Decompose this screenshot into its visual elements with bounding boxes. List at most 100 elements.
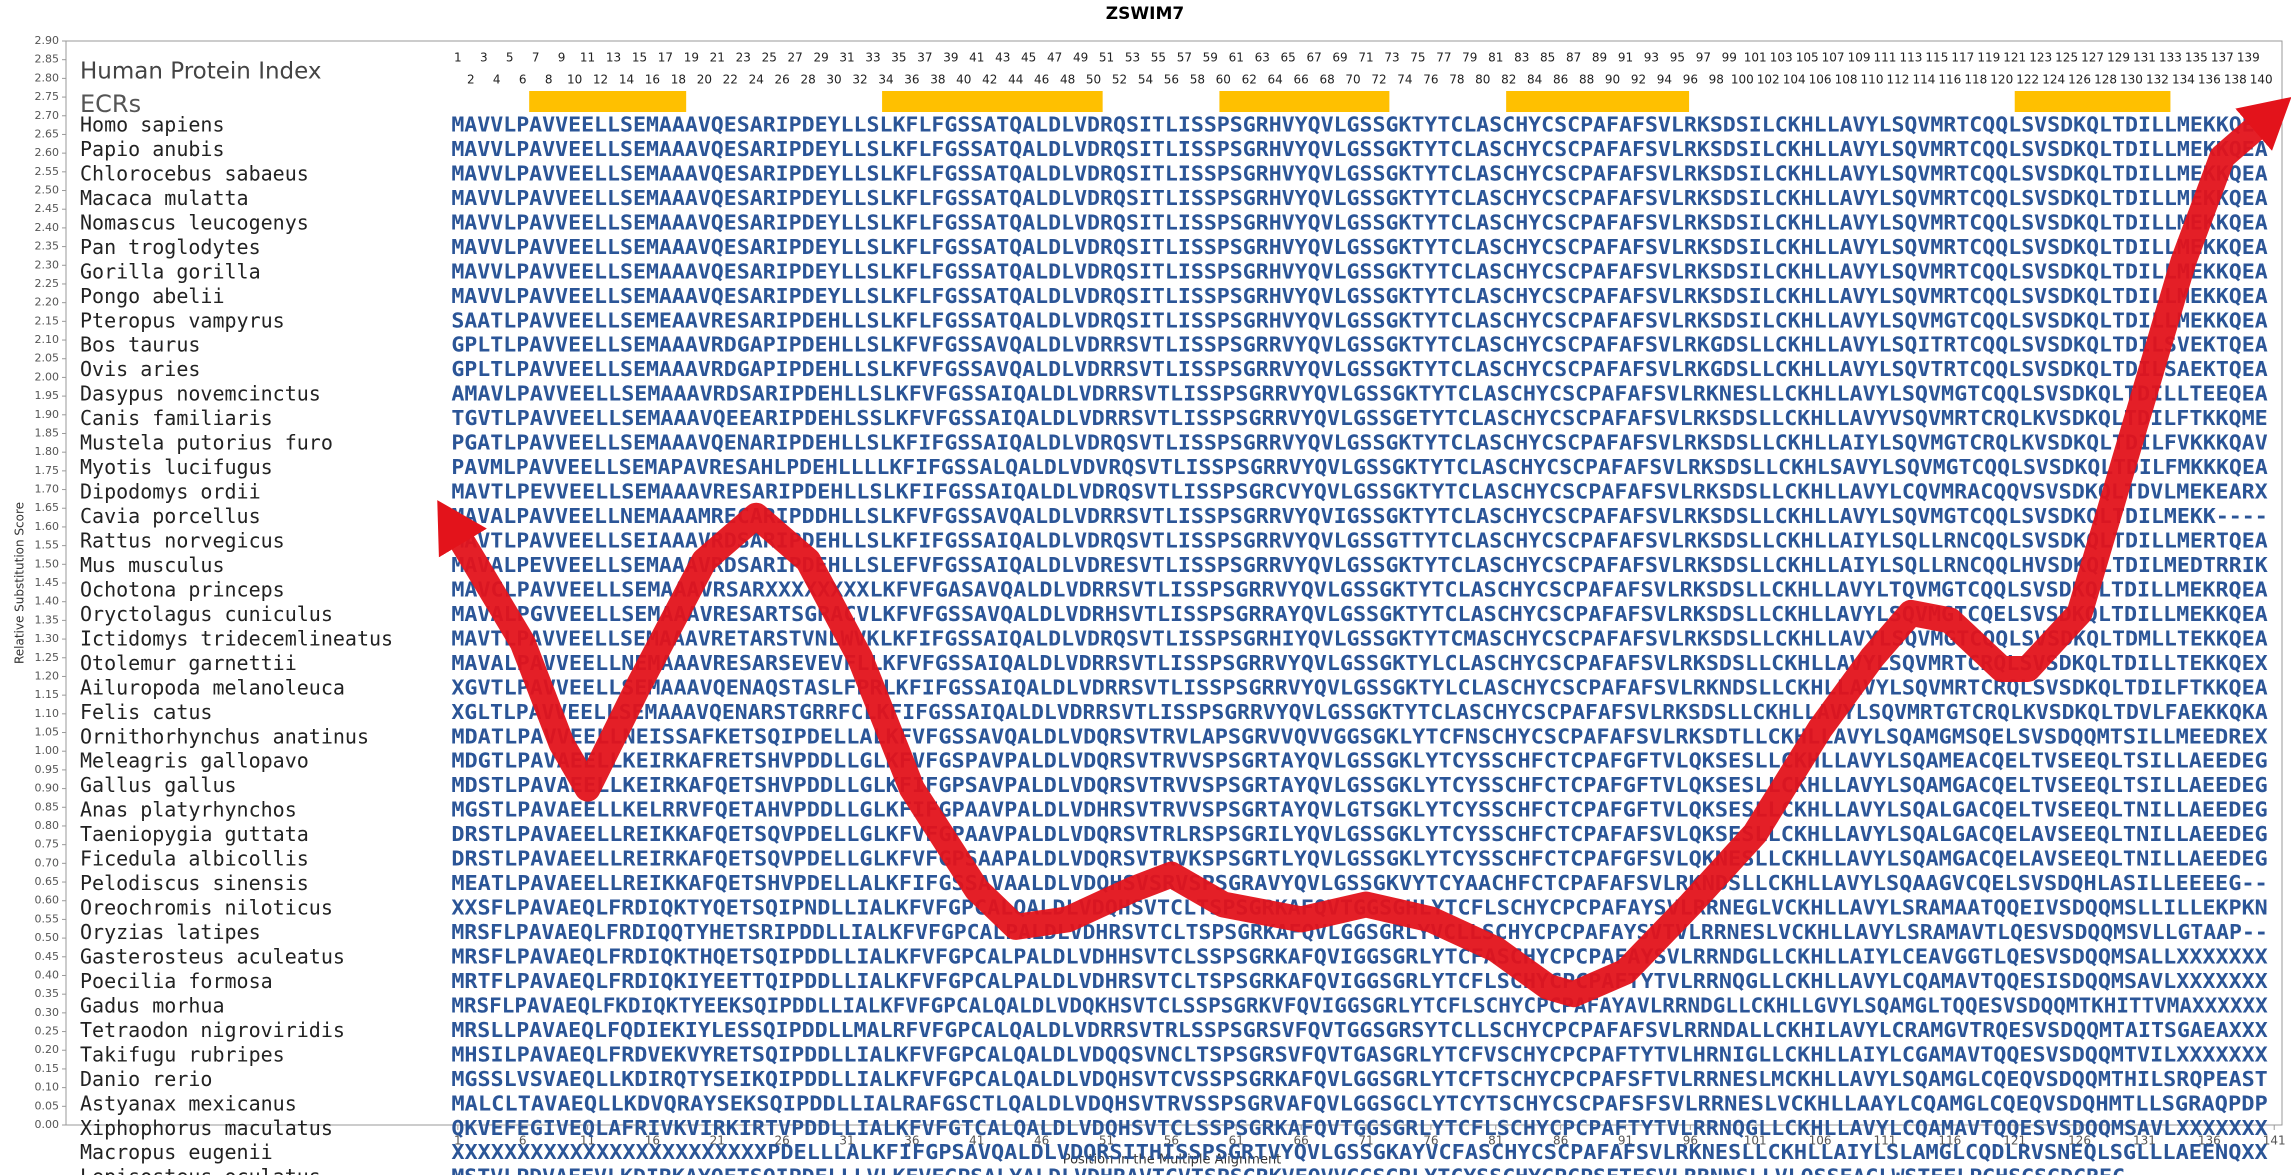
column-index: 91 xyxy=(1618,51,1633,65)
y-tick-label: 2.55 xyxy=(35,165,60,178)
ecr-bar xyxy=(1219,91,1390,112)
x-tick-label: 11 xyxy=(580,1134,595,1148)
y-tick-label: 1.95 xyxy=(35,389,60,402)
sequence: XXXXXXXXXXXXXXXXXXXXXXXXPDELLLALKFIFGPSA… xyxy=(451,1140,2267,1164)
sequence: MRSFLPAVAEQLFRDIQQTYHETSRIPDDLLIALKFVFGP… xyxy=(451,920,2267,944)
column-index: 86 xyxy=(1553,73,1568,87)
column-index: 107 xyxy=(1822,51,1845,65)
column-index: 69 xyxy=(1332,51,1347,65)
y-tick-label: 0.60 xyxy=(35,894,60,907)
sequence: XGLTLPAVVEELLSEMAAAVQENARSTGRRFCLKFIFGSS… xyxy=(451,700,2267,724)
column-index: 52 xyxy=(1112,73,1127,87)
x-tick-label: 131 xyxy=(2133,1134,2156,1148)
species-name: Ovis aries xyxy=(80,357,200,381)
y-tick-label: 1.70 xyxy=(35,483,60,496)
column-index: 96 xyxy=(1683,73,1698,87)
species-name: Gadus morhua xyxy=(80,993,225,1017)
column-index: 77 xyxy=(1436,51,1451,65)
column-index: 2 xyxy=(467,73,475,87)
sequence: MGSTLPAVAEELLKELRRVFQETAHVPDDLLGLKFIFGPA… xyxy=(451,798,2267,822)
x-tick-label: 31 xyxy=(839,1134,854,1148)
x-tick-label: 141 xyxy=(2263,1134,2286,1148)
y-tick-label: 0.65 xyxy=(35,875,60,888)
column-index: 95 xyxy=(1670,51,1685,65)
y-tick-label: 0.05 xyxy=(35,1099,60,1112)
species-name: Myotis lucifugus xyxy=(80,455,273,479)
sequence: PGATLPAVVEELLSEMAAAVQENARIPDEHLLSLKFIFGS… xyxy=(451,431,2267,455)
species-name: Gorilla gorilla xyxy=(80,259,261,283)
column-index: 34 xyxy=(878,73,893,87)
index-label: Human Protein Index xyxy=(80,59,322,85)
chart-title: ZSWIM7 xyxy=(1106,4,1184,24)
column-index: 129 xyxy=(2107,51,2130,65)
y-tick-label: 0.90 xyxy=(35,782,60,795)
column-index: 20 xyxy=(697,73,712,87)
sequence: MDSTLPAVAEELLKEIRKAFQETSHVPDDLLGLKFIFGPS… xyxy=(451,773,2267,797)
column-index: 23 xyxy=(736,51,751,65)
column-index: 5 xyxy=(506,51,514,65)
species-name: Macaca mulatta xyxy=(80,186,249,210)
species-name: Oryzias latipes xyxy=(80,920,261,944)
y-tick-label: 2.80 xyxy=(35,71,60,84)
sequence: MAVVLPAVVEELLSEMAAAVQESARIPDEYLLSLKFLFGS… xyxy=(451,161,2267,185)
x-tick-label: 71 xyxy=(1358,1134,1373,1148)
column-index: 104 xyxy=(1783,73,1806,87)
column-index: 101 xyxy=(1744,51,1767,65)
y-tick-label: 0.80 xyxy=(35,819,60,832)
x-tick-label: 86 xyxy=(1553,1134,1568,1148)
column-index: 81 xyxy=(1488,51,1503,65)
column-index: 136 xyxy=(2198,73,2221,87)
species-name: Pteropus vampyrus xyxy=(80,308,285,332)
column-index: 50 xyxy=(1086,73,1101,87)
column-index: 40 xyxy=(956,73,971,87)
column-index: 13 xyxy=(606,51,621,65)
y-tick-label: 0.25 xyxy=(35,1025,60,1038)
column-index: 75 xyxy=(1410,51,1425,65)
score-line xyxy=(437,97,2291,1008)
sequence: MAVVLPAVVEELLSEMAAAVQESARIPDEYLLSLKFLFGS… xyxy=(451,186,2267,210)
column-index: 135 xyxy=(2185,51,2208,65)
x-tick-label: 1 xyxy=(454,1134,462,1148)
species-name: Oreochromis niloticus xyxy=(80,896,333,920)
species-name: Ochotona princeps xyxy=(80,577,285,601)
column-index: 88 xyxy=(1579,73,1594,87)
species-name: Ictidomys tridecemlineatus xyxy=(80,626,393,650)
species-name: Cavia porcellus xyxy=(80,504,261,528)
species-name: Tetraodon nigroviridis xyxy=(80,1018,345,1042)
ecr-bar xyxy=(529,91,687,112)
y-tick-label: 2.60 xyxy=(35,146,60,159)
sequence: MAVTLPEVVEELLSEMAAAVRESARIPDEHLLSLKFIFGS… xyxy=(451,480,2267,504)
x-tick-label: 16 xyxy=(645,1134,660,1148)
column-index: 133 xyxy=(2159,51,2182,65)
column-index: 64 xyxy=(1268,73,1283,87)
column-index: 106 xyxy=(1809,73,1832,87)
column-index: 57 xyxy=(1177,51,1192,65)
x-tick-label: 121 xyxy=(2003,1134,2026,1148)
column-index: 99 xyxy=(1722,51,1737,65)
column-index: 65 xyxy=(1281,51,1296,65)
y-tick-label: 2.40 xyxy=(35,221,60,234)
y-tick-label: 1.30 xyxy=(35,632,60,645)
sequence: MAVALPGVVEELLSEMAAAVRESARTSGRACVLKFVFGSS… xyxy=(451,602,2267,626)
species-name: Takifugu rubripes xyxy=(80,1042,285,1066)
column-index: 117 xyxy=(1951,51,1974,65)
species-name: Pelodiscus sinensis xyxy=(80,871,309,895)
y-tick-label: 1.90 xyxy=(35,408,60,421)
column-index: 97 xyxy=(1696,51,1711,65)
y-tick-label: 1.35 xyxy=(35,613,60,626)
column-index: 18 xyxy=(671,73,686,87)
species-name: Pan troglodytes xyxy=(80,235,261,259)
species-name: Nomascus leucogenys xyxy=(80,210,309,234)
column-index: 76 xyxy=(1423,73,1438,87)
x-tick-label: 61 xyxy=(1229,1134,1244,1148)
column-index: 24 xyxy=(749,73,764,87)
sequence: MSTVLPDVAEEVLKDIRKAYQETSQIPDELLLVLKFVFGP… xyxy=(451,1165,2267,1175)
column-index: 93 xyxy=(1644,51,1659,65)
column-index: 42 xyxy=(982,73,997,87)
column-index: 31 xyxy=(839,51,854,65)
column-index: 15 xyxy=(632,51,647,65)
y-tick-label: 2.05 xyxy=(35,352,60,365)
sequence: MAVCLPAVVEELLSEMAAAVRSARXXXXXXXXLKFVFGAS… xyxy=(451,577,2267,601)
y-tick-label: 0.50 xyxy=(35,931,60,944)
column-index: 140 xyxy=(2250,73,2273,87)
